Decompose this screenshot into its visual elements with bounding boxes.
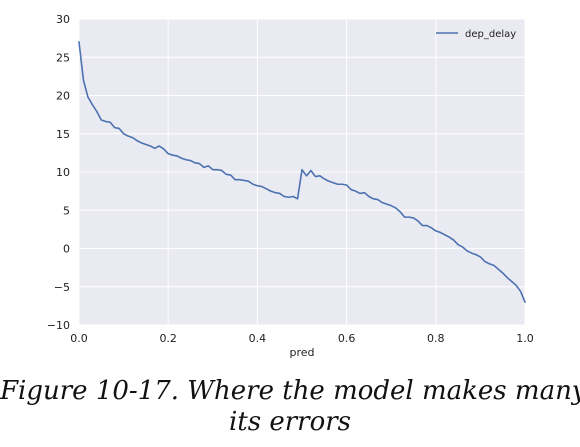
y-tick-label: 10 [56,166,70,179]
caption-line-1: Figure 10-17. Where the model makes many… [0,376,580,406]
series-layer [78,41,526,303]
x-tick-labels: 0.0 0.2 0.4 0.6 0.8 1.0 [70,332,534,345]
x-tick-label: 0.2 [159,332,177,345]
y-tick-label: −5 [54,281,70,294]
chart: 30 25 20 15 10 5 0 −5 −10 0.0 0.2 0.4 0.6 0.8 1.0 pre… [47,13,534,359]
y-tick-label: 30 [56,13,70,26]
legend-label: dep_delay [465,29,516,40]
y-tick-label: 5 [63,204,70,217]
x-tick-label: 0.4 [249,332,267,345]
y-tick-label: 20 [56,90,70,103]
x-tick-label: 1.0 [516,332,534,345]
line-chart-svg: 30 25 20 15 10 5 0 −5 −10 0.0 0.2 0.4 0.6 0.8 1.0 pre… [47,13,534,359]
y-tick-label: 25 [56,51,70,64]
y-tick-label: −10 [47,319,70,332]
grid-lines [78,18,526,326]
figure-caption: Figure 10-17. Where the model makes many… [0,376,580,438]
y-tick-label: 15 [56,128,70,141]
x-axis-label: pred [289,346,314,359]
y-tick-labels: 30 25 20 15 10 5 0 −5 −10 [47,13,70,332]
caption-line-2: its errors [228,407,352,437]
series-line-dep_delay [78,41,526,303]
x-tick-label: 0.0 [70,332,88,345]
y-tick-label: 0 [63,243,70,256]
x-tick-label: 0.6 [338,332,356,345]
x-tick-label: 0.8 [427,332,445,345]
legend: dep_delay [436,29,516,40]
